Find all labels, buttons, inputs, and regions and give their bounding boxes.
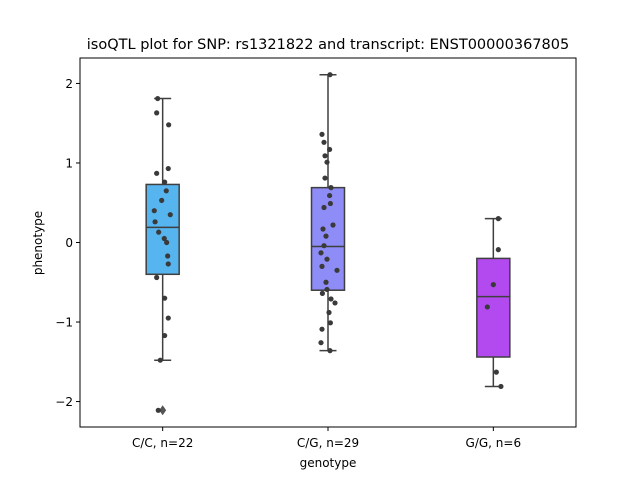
data-point <box>165 261 171 267</box>
data-point <box>321 243 327 249</box>
data-point <box>161 235 167 242</box>
box-group <box>310 72 346 354</box>
box-group <box>476 216 511 390</box>
data-point <box>162 332 168 339</box>
data-point <box>156 229 162 235</box>
data-point <box>321 139 327 145</box>
x-axis: C/C, n=22 C/G, n=29 G/G, n=6 <box>132 427 521 450</box>
data-point <box>318 250 324 256</box>
data-point <box>321 204 327 211</box>
plot-area <box>145 72 511 416</box>
data-point <box>159 197 165 203</box>
data-point <box>327 72 333 78</box>
x-tick-label: G/G, n=6 <box>466 436 522 450</box>
y-tick-label: 2 <box>65 77 73 91</box>
data-point <box>327 320 333 326</box>
data-point <box>162 179 168 185</box>
data-point <box>484 304 490 310</box>
data-point <box>327 200 333 207</box>
data-point <box>327 192 333 199</box>
data-point <box>332 300 338 306</box>
y-axis: 2 1 0 −1 −2 <box>55 77 80 409</box>
data-point <box>163 188 169 194</box>
data-point <box>324 159 330 165</box>
y-tick-label: 1 <box>65 156 73 170</box>
data-point <box>328 296 334 302</box>
data-point <box>165 315 171 321</box>
data-point <box>151 208 157 214</box>
data-point <box>165 253 171 259</box>
data-point <box>320 226 326 232</box>
data-point <box>154 110 160 116</box>
data-point <box>324 256 330 262</box>
box-group <box>145 95 180 416</box>
data-point <box>162 295 168 301</box>
data-point <box>154 274 160 281</box>
data-point <box>157 357 163 363</box>
chart-title: isoQTL plot for SNP: rs1321822 and trans… <box>87 37 569 53</box>
data-point <box>322 153 328 159</box>
data-point <box>323 279 329 285</box>
y-tick-label: −1 <box>55 316 73 330</box>
data-point <box>318 340 324 346</box>
data-point <box>324 286 330 293</box>
outlier-marker <box>159 405 167 416</box>
data-point <box>164 239 170 246</box>
data-point <box>319 290 325 296</box>
data-point <box>319 326 325 332</box>
data-point <box>334 267 340 273</box>
y-tick-label: −2 <box>55 395 73 409</box>
data-point <box>493 369 499 375</box>
data-point <box>495 216 501 222</box>
data-point <box>490 282 496 288</box>
data-point <box>322 175 328 181</box>
y-axis-label: phenotype <box>31 211 45 275</box>
data-point <box>327 146 333 153</box>
data-point <box>330 222 336 228</box>
data-point <box>328 185 334 191</box>
data-point <box>166 122 172 128</box>
data-point <box>495 247 501 253</box>
data-point <box>327 348 333 354</box>
data-point <box>319 131 325 137</box>
data-point <box>155 95 161 102</box>
data-point <box>165 165 171 172</box>
box <box>476 257 511 358</box>
data-point <box>167 212 173 218</box>
data-point <box>154 170 160 176</box>
x-tick-label: C/C, n=22 <box>132 436 193 450</box>
data-point <box>326 309 332 316</box>
x-tick-label: C/G, n=29 <box>297 436 359 450</box>
data-point <box>152 219 158 225</box>
x-axis-label: genotype <box>300 456 357 470</box>
box <box>145 183 180 276</box>
data-point <box>155 407 161 413</box>
data-point <box>323 233 329 239</box>
y-tick-label: 0 <box>65 236 73 250</box>
data-point <box>498 383 504 390</box>
data-point <box>319 263 325 269</box>
